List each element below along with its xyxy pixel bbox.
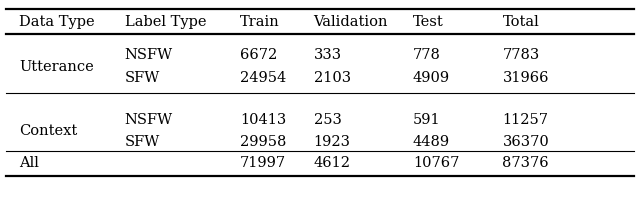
Text: Context: Context	[19, 124, 77, 138]
Text: Test: Test	[413, 15, 444, 29]
Text: 2103: 2103	[314, 71, 351, 85]
Text: 253: 253	[314, 113, 342, 127]
Text: 778: 778	[413, 48, 441, 62]
Text: SFW: SFW	[125, 71, 160, 85]
Text: Label Type: Label Type	[125, 15, 206, 29]
Text: 4612: 4612	[314, 156, 351, 170]
Text: 1923: 1923	[314, 135, 351, 150]
Text: NSFW: NSFW	[125, 48, 173, 62]
Text: Total: Total	[502, 15, 539, 29]
Text: SFW: SFW	[125, 135, 160, 150]
Text: 36370: 36370	[502, 135, 549, 150]
Text: All: All	[19, 156, 39, 170]
Text: Validation: Validation	[314, 15, 388, 29]
Text: 31966: 31966	[502, 71, 549, 85]
Text: 24954: 24954	[240, 71, 286, 85]
Text: 10767: 10767	[413, 156, 459, 170]
Text: 11257: 11257	[502, 113, 548, 127]
Text: Data Type: Data Type	[19, 15, 95, 29]
Text: 29958: 29958	[240, 135, 286, 150]
Text: 87376: 87376	[502, 156, 549, 170]
Text: 591: 591	[413, 113, 440, 127]
Text: 7783: 7783	[502, 48, 540, 62]
Text: Train: Train	[240, 15, 280, 29]
Text: 71997: 71997	[240, 156, 286, 170]
Text: 333: 333	[314, 48, 342, 62]
Text: 6672: 6672	[240, 48, 277, 62]
Text: 10413: 10413	[240, 113, 286, 127]
Text: Utterance: Utterance	[19, 59, 94, 74]
Text: 4909: 4909	[413, 71, 450, 85]
Text: NSFW: NSFW	[125, 113, 173, 127]
Text: 4489: 4489	[413, 135, 450, 150]
